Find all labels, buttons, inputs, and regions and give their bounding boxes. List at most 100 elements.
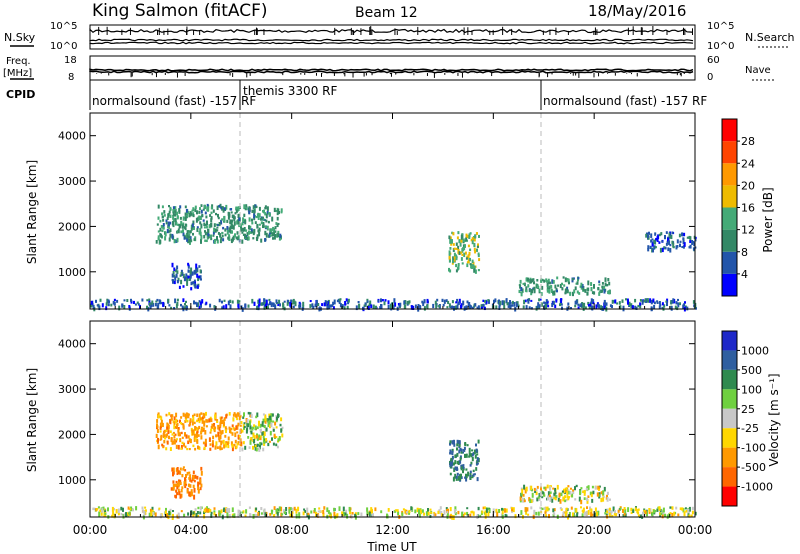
data-cell <box>326 507 329 513</box>
data-cell <box>584 306 587 309</box>
data-cell <box>280 208 283 213</box>
data-cell <box>554 495 557 501</box>
data-cell <box>258 231 261 237</box>
data-cell <box>216 205 219 211</box>
data-cell <box>459 460 462 464</box>
data-cell <box>210 513 213 518</box>
data-cell <box>532 278 535 281</box>
data-cell <box>546 506 549 512</box>
data-cell <box>222 305 225 310</box>
data-cell <box>189 438 192 444</box>
data-cell <box>483 506 486 510</box>
colorbar-tick-label: -1000 <box>741 481 773 494</box>
data-cell <box>448 303 451 307</box>
data-cell <box>652 509 655 514</box>
data-cell <box>243 425 246 429</box>
data-cell <box>201 214 204 218</box>
data-cell <box>189 230 192 234</box>
data-cell <box>452 243 455 246</box>
data-cell <box>649 298 652 303</box>
data-cell <box>236 412 239 415</box>
data-cell <box>498 305 501 310</box>
data-cell <box>202 427 205 431</box>
data-cell <box>280 428 283 433</box>
data-cell <box>263 424 266 429</box>
data-cell <box>162 433 165 439</box>
data-cell <box>213 227 216 233</box>
data-cell <box>232 214 235 218</box>
data-cell <box>519 279 522 284</box>
data-cell <box>171 467 174 472</box>
data-cell <box>291 511 294 514</box>
data-cell <box>552 280 555 284</box>
data-cell <box>453 509 456 514</box>
data-cell <box>672 246 675 249</box>
data-cell <box>421 509 424 513</box>
data-cell <box>111 514 114 518</box>
data-cell <box>445 507 448 510</box>
data-cell <box>149 305 152 309</box>
data-cell <box>531 492 534 498</box>
data-cell <box>248 446 251 449</box>
x-tick-label: 20:00 <box>577 523 612 537</box>
data-cell <box>159 227 162 232</box>
data-cell <box>181 441 184 445</box>
data-cell <box>690 514 693 517</box>
data-cell <box>262 222 265 225</box>
data-cell <box>200 235 203 240</box>
data-cell <box>589 302 592 307</box>
data-cell <box>525 277 528 282</box>
data-cell <box>177 427 180 431</box>
data-cell <box>189 418 192 422</box>
data-cell <box>207 508 209 513</box>
data-cell <box>453 305 455 311</box>
data-cell <box>205 411 207 416</box>
data-cell <box>656 301 659 304</box>
data-cell <box>182 412 185 417</box>
colorbar-swatch <box>722 273 737 296</box>
data-cell <box>213 512 216 516</box>
data-cell <box>459 457 462 461</box>
data-cell <box>527 513 530 516</box>
data-cell <box>313 510 316 514</box>
data-cell <box>466 507 469 510</box>
data-cell <box>644 298 647 302</box>
data-cell <box>276 445 279 449</box>
data-cell <box>275 426 278 429</box>
data-cell <box>595 511 598 517</box>
data-cell <box>457 263 460 267</box>
data-cell <box>98 305 101 311</box>
data-cell <box>357 301 360 304</box>
data-cell <box>636 509 639 514</box>
data-cell <box>237 219 240 225</box>
data-cell <box>217 431 220 437</box>
data-cell <box>167 221 170 227</box>
data-cell <box>454 511 457 516</box>
data-cell <box>557 284 560 287</box>
data-cell <box>213 423 215 426</box>
data-cell <box>298 301 301 305</box>
data-cell <box>219 430 222 434</box>
data-cell <box>186 281 189 286</box>
data-cell <box>239 443 242 447</box>
data-cell <box>269 234 272 237</box>
data-cell <box>195 513 198 518</box>
data-cell <box>175 495 177 499</box>
data-cell <box>101 303 104 308</box>
data-cell <box>160 434 163 438</box>
data-cell <box>196 475 199 480</box>
data-cell <box>429 514 432 518</box>
data-cell <box>464 476 467 479</box>
data-cell <box>471 240 474 245</box>
data-cell <box>498 300 501 305</box>
data-cell <box>163 440 166 444</box>
data-cell <box>262 210 264 213</box>
data-cell <box>224 426 227 431</box>
data-cell <box>189 274 192 279</box>
data-cell <box>611 305 613 309</box>
data-cell <box>191 433 194 436</box>
data-cell <box>165 429 168 433</box>
data-cell <box>273 207 276 213</box>
data-cell <box>541 507 544 511</box>
